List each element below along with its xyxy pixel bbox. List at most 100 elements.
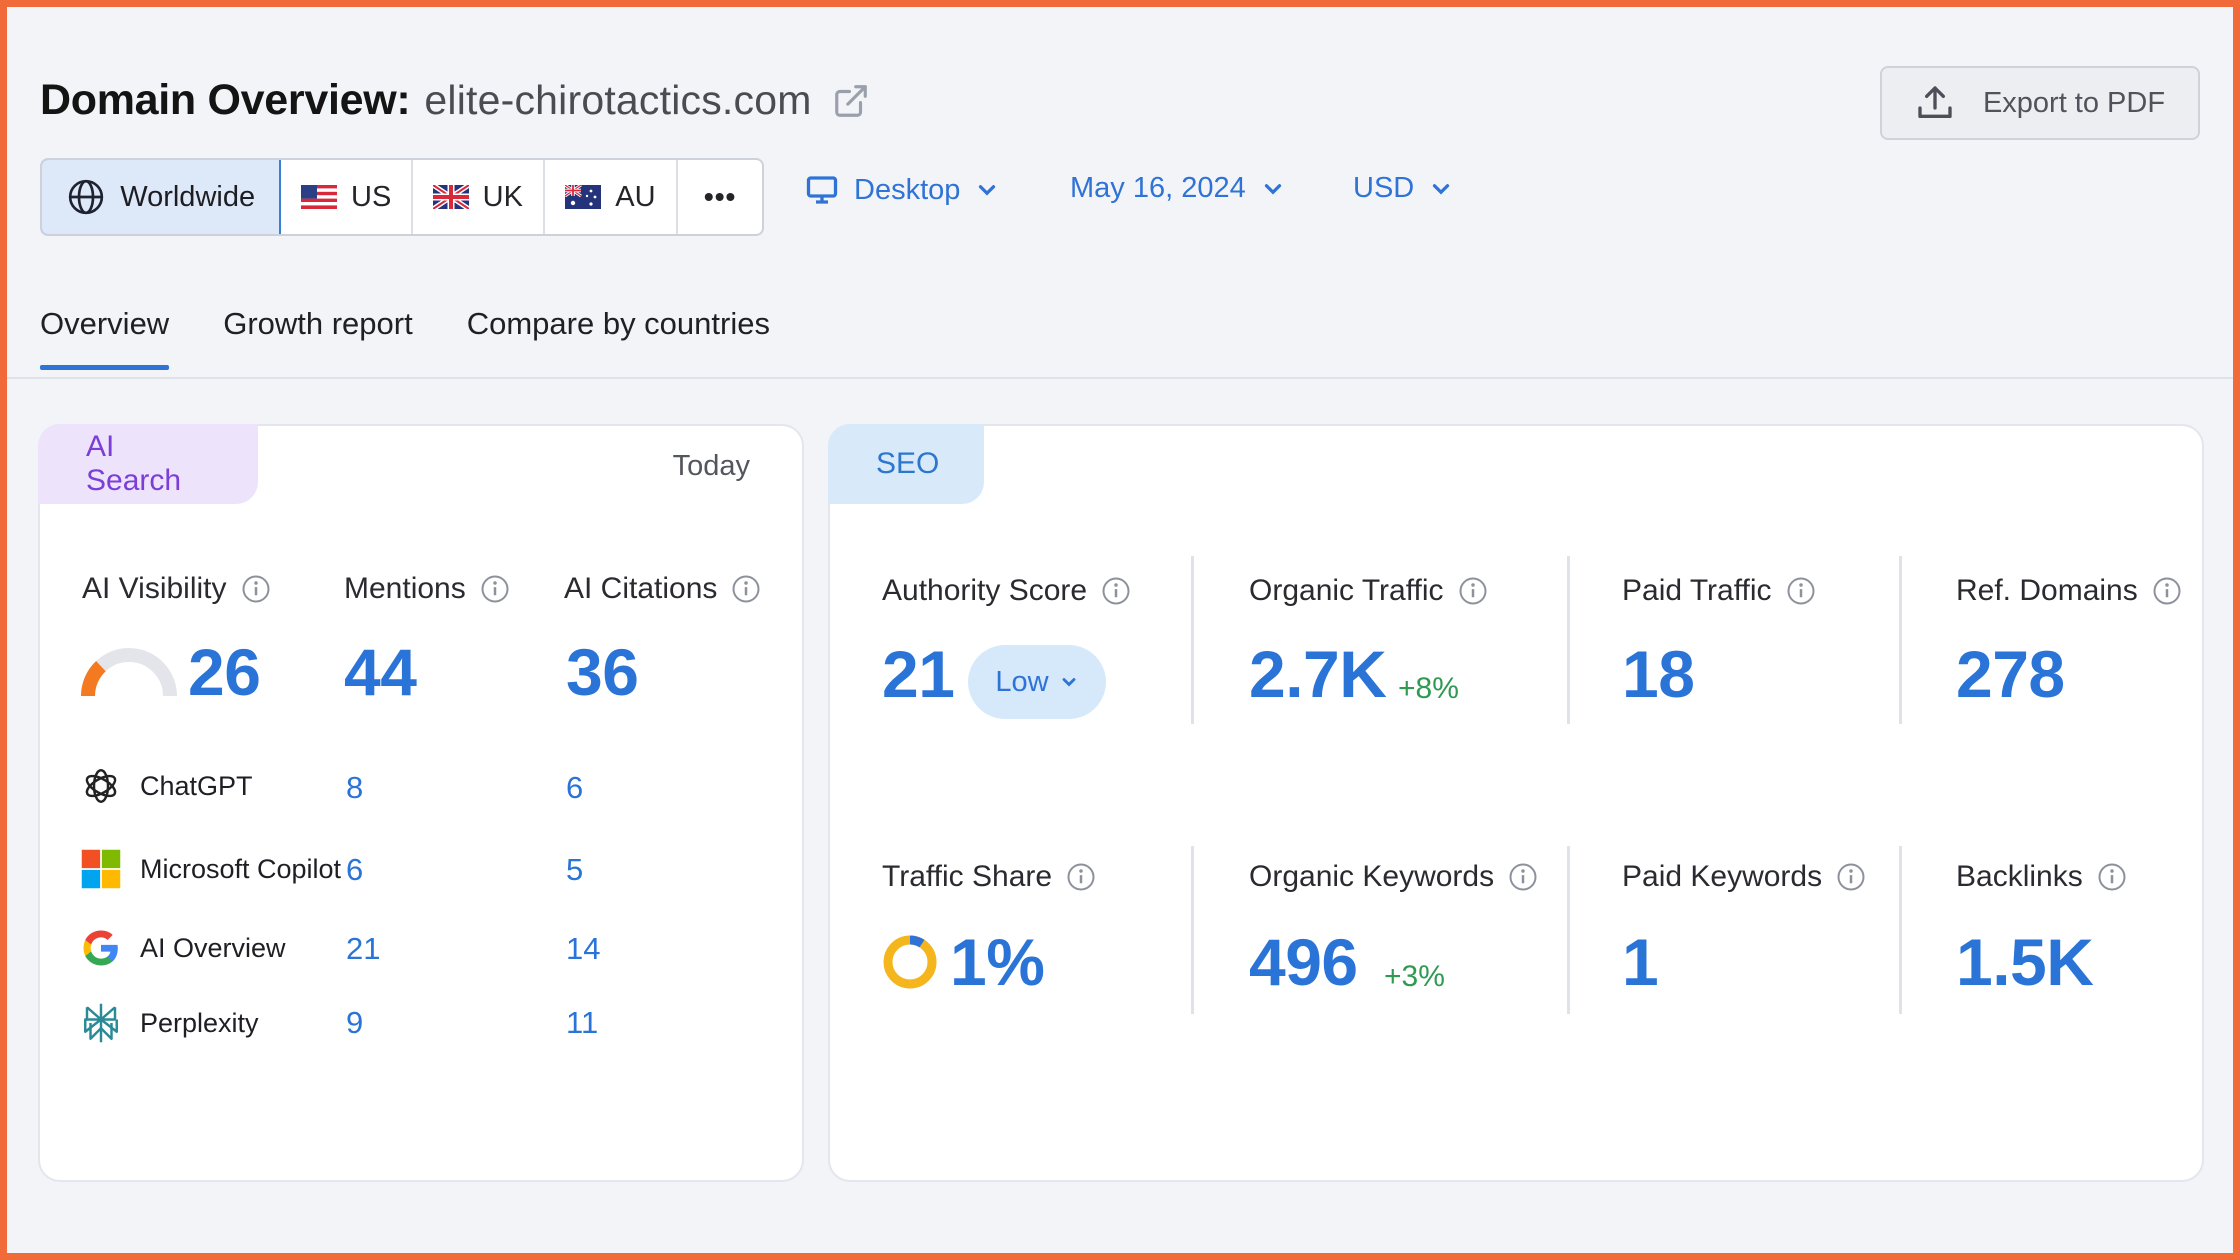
region-label: US (351, 180, 392, 213)
organic-keywords-label-text: Organic Keywords (1249, 860, 1495, 893)
more-regions-button[interactable]: ••• (703, 181, 737, 212)
organic-traffic-value[interactable]: 2.7K (1249, 637, 1387, 711)
google-logo-icon (83, 930, 118, 966)
source-row-ai-overview[interactable]: AI Overview (80, 927, 286, 969)
chatgpt-citations: 6 (566, 770, 584, 805)
ai-visibility-value: 26 (188, 635, 261, 709)
seo-card: SEO (828, 424, 2204, 1182)
us-flag-icon (301, 185, 337, 209)
info-icon[interactable] (1458, 576, 1488, 606)
ref-domains-label-text: Ref. Domains (1956, 574, 2138, 607)
tab-overview[interactable]: Overview (40, 306, 170, 370)
traffic-share-donut (883, 935, 937, 989)
desktop-icon (806, 176, 838, 204)
tab-growth-report[interactable]: Growth report (223, 306, 413, 341)
region-us[interactable]: US (281, 160, 413, 234)
region-au[interactable]: AU (545, 160, 679, 234)
domain-name: elite-chirotactics.com (424, 77, 812, 123)
source-row-microsoft-copilot[interactable]: Microsoft Copilot (80, 848, 341, 890)
organic-keywords-delta: +3% (1384, 960, 1445, 993)
ai-visibility-label: AI Visibility (82, 572, 271, 606)
paid-keywords-value[interactable]: 1 (1622, 925, 1659, 999)
device-label: Desktop (854, 173, 961, 206)
external-link-icon[interactable] (832, 82, 870, 120)
device-dropdown[interactable]: Desktop (804, 172, 1000, 208)
export-label: Export to PDF (1982, 86, 2166, 119)
authority-score-label: Authority Score (882, 574, 1131, 608)
microsoft-logo-icon (81, 849, 121, 889)
info-icon[interactable] (480, 574, 510, 604)
backlinks-label: Backlinks (1956, 860, 2127, 894)
export-to-pdf-button[interactable]: Export to PDF (1880, 66, 2200, 140)
ai-search-card: AI Search Today (38, 424, 804, 1182)
region-label: Worldwide (120, 180, 256, 213)
date-dropdown[interactable]: May 16, 2024 (1070, 172, 1286, 205)
perplexity-citations: 11 (566, 1005, 599, 1040)
chevron-down-icon (1264, 183, 1281, 195)
traffic-share-value: 1% (950, 925, 1045, 999)
mentions-label-text: Mentions (344, 572, 466, 605)
chevron-down-icon (1062, 678, 1076, 687)
tab-compare-by-countries[interactable]: Compare by countries (466, 306, 770, 341)
ai-search-tag: AI Search (38, 424, 258, 504)
source-name: AI Overview (140, 932, 286, 963)
source-name: Perplexity (140, 1007, 259, 1038)
page-title: Domain Overview: elite-chirotactics.com (40, 76, 870, 125)
mentions-value: 44 (344, 635, 417, 709)
mentions-label: Mentions (344, 572, 510, 606)
paid-traffic-label: Paid Traffic (1622, 574, 1816, 608)
ai-visibility-label-text: AI Visibility (82, 572, 227, 605)
info-icon[interactable] (731, 574, 761, 604)
info-icon[interactable] (1508, 862, 1538, 892)
region-selector: Worldwide US UK AU ••• (40, 158, 764, 236)
info-icon[interactable] (1836, 862, 1866, 892)
info-icon[interactable] (1066, 862, 1096, 892)
ai-visibility-gauge (80, 648, 177, 697)
paid-keywords-label: Paid Keywords (1622, 860, 1866, 894)
traffic-share-label-text: Traffic Share (882, 860, 1053, 893)
region-uk[interactable]: UK (413, 160, 545, 234)
organic-keywords-value[interactable]: 496 (1249, 925, 1358, 999)
copilot-mentions: 6 (346, 852, 364, 887)
paid-traffic-value[interactable]: 18 (1622, 637, 1695, 711)
ref-domains-value[interactable]: 278 (1956, 637, 2065, 711)
ai-overview-mentions: 21 (346, 931, 381, 966)
info-icon[interactable] (2152, 576, 2182, 606)
metric-divider (1899, 846, 1902, 1014)
currency-dropdown[interactable]: USD (1353, 172, 1454, 205)
info-icon[interactable] (241, 574, 271, 604)
region-worldwide[interactable]: Worldwide (42, 160, 282, 234)
period-label: Today (672, 450, 750, 482)
ref-domains-label: Ref. Domains (1956, 574, 2182, 608)
authority-level-label: Low (995, 665, 1049, 698)
info-icon[interactable] (1101, 576, 1131, 606)
metric-divider (1567, 556, 1570, 724)
ai-citations-value: 36 (566, 635, 639, 709)
info-icon[interactable] (2097, 862, 2127, 892)
source-row-perplexity[interactable]: Perplexity (80, 1002, 259, 1044)
date-label: May 16, 2024 (1070, 172, 1246, 204)
chatgpt-mentions: 8 (346, 770, 364, 805)
ai-overview-citations: 14 (566, 931, 601, 966)
currency-label: USD (1353, 172, 1415, 204)
info-icon[interactable] (1786, 576, 1816, 606)
perplexity-logo-icon (84, 1003, 118, 1043)
metric-divider (1191, 846, 1194, 1014)
source-row-chatgpt[interactable]: ChatGPT (80, 765, 253, 807)
traffic-share-label: Traffic Share (882, 860, 1096, 894)
upload-icon (1918, 86, 1952, 119)
chevron-down-icon (979, 185, 996, 196)
region-label: AU (615, 180, 656, 213)
page-tabs: Overview Growth report Compare by countr… (40, 306, 770, 370)
source-name: Microsoft Copilot (140, 853, 342, 884)
region-label: UK (482, 180, 523, 213)
perplexity-mentions: 9 (346, 1005, 364, 1040)
uk-flag-icon (432, 185, 469, 209)
organic-traffic-label-text: Organic Traffic (1249, 574, 1444, 607)
backlinks-value[interactable]: 1.5K (1956, 925, 2094, 999)
authority-level-badge[interactable]: Low (968, 645, 1106, 719)
backlinks-label-text: Backlinks (1956, 860, 2083, 893)
au-flag-icon (565, 185, 602, 209)
ai-citations-label: AI Citations (564, 572, 761, 606)
paid-keywords-label-text: Paid Keywords (1622, 860, 1823, 893)
